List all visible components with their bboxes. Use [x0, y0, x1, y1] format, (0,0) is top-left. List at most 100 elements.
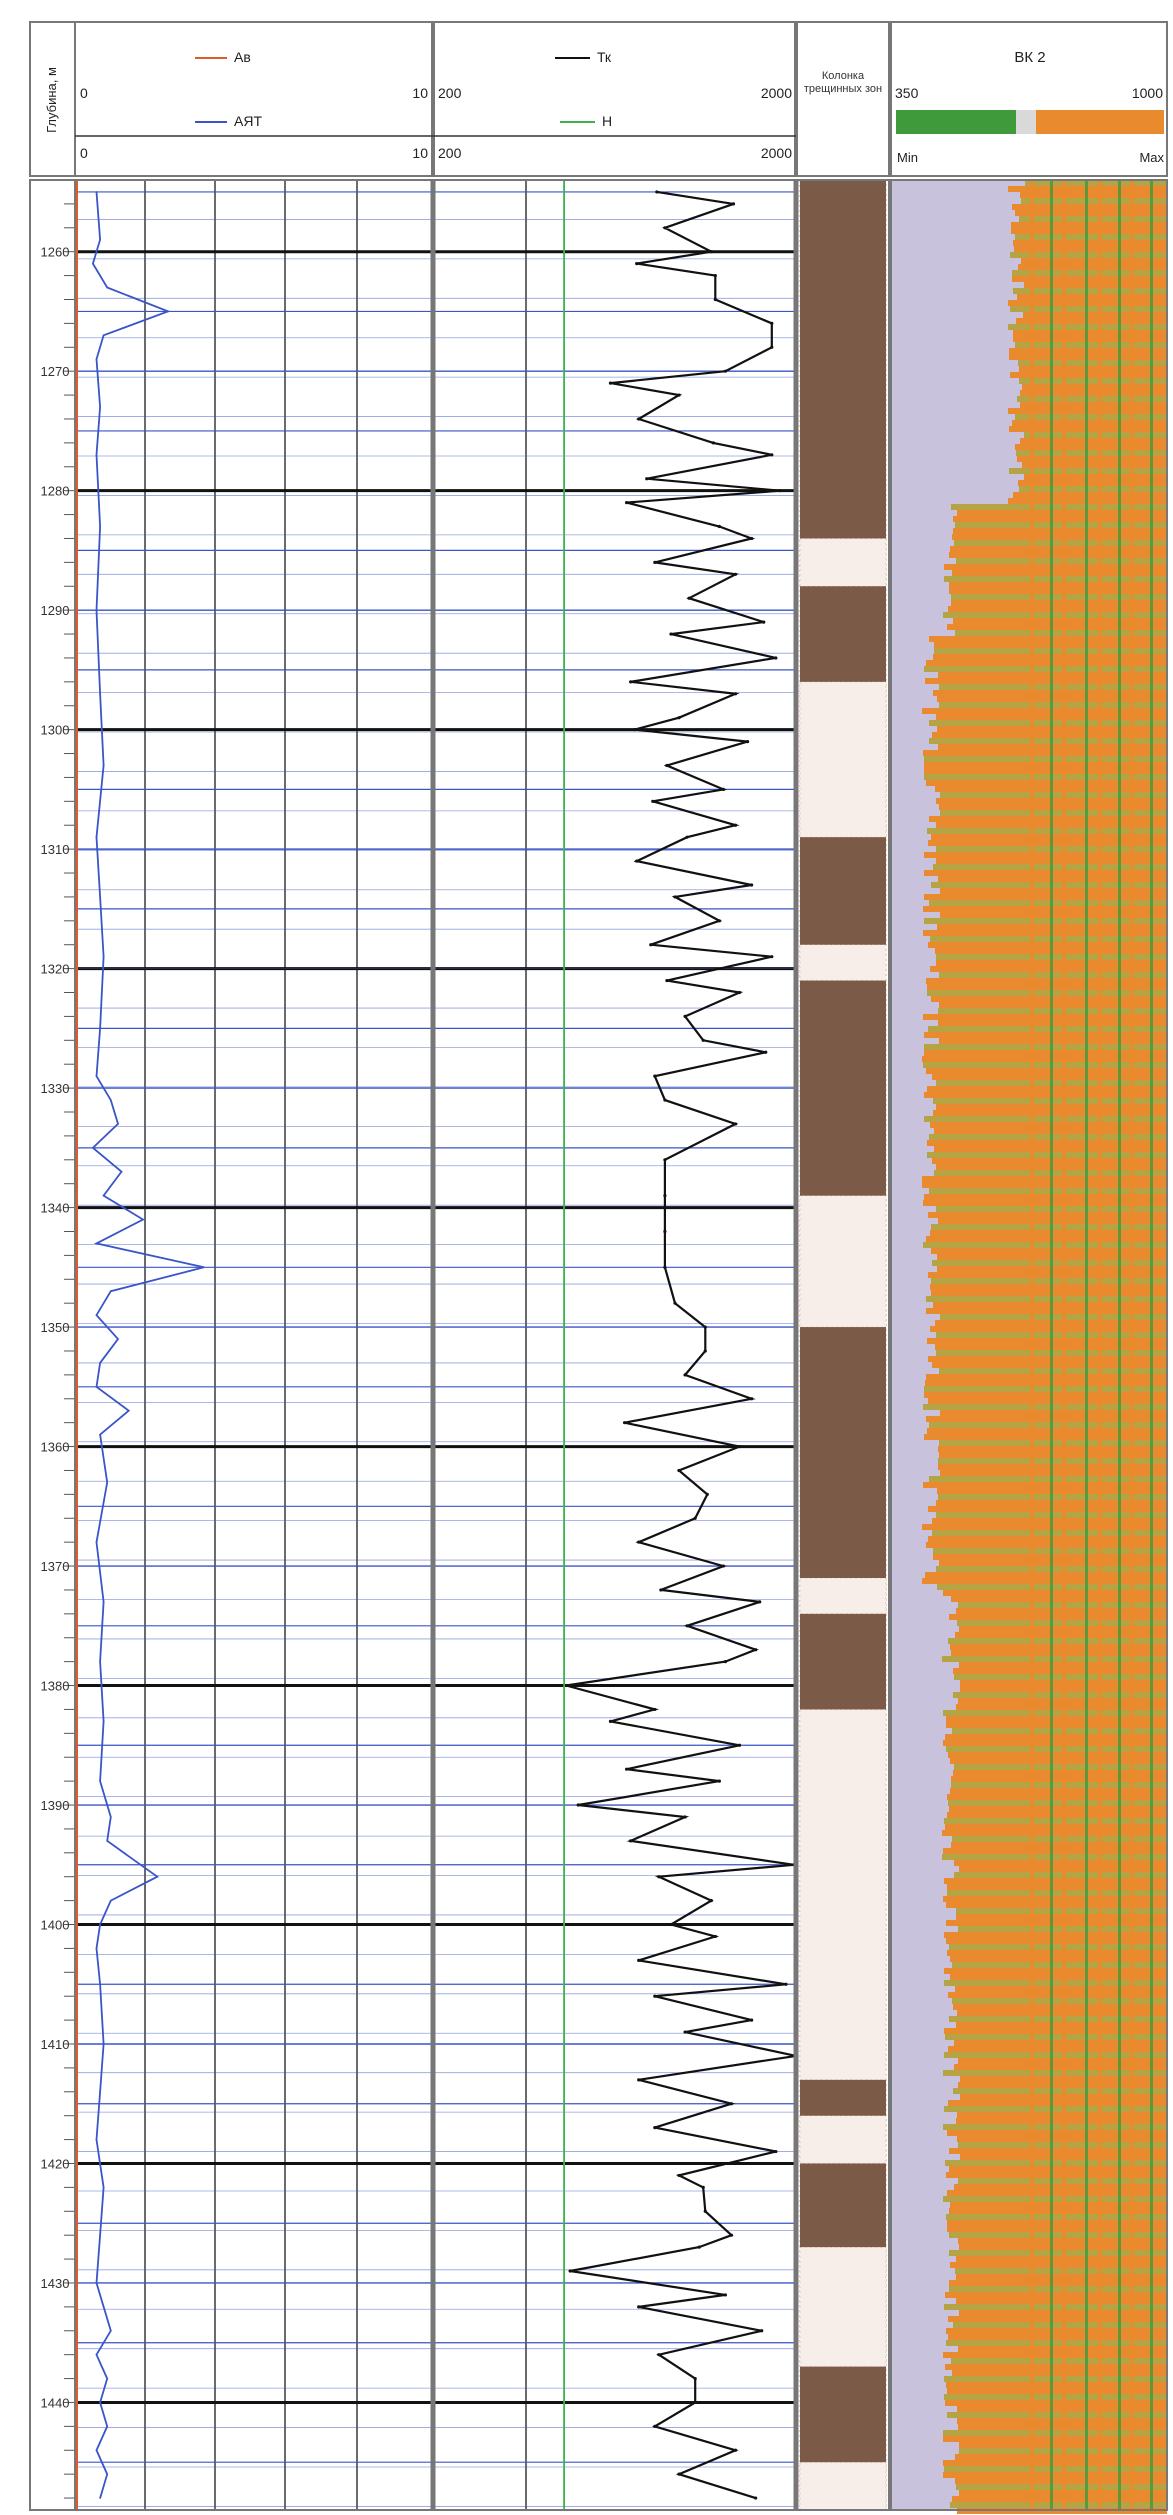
image-stripe — [955, 2454, 1167, 2460]
image-stripe — [948, 2100, 1167, 2106]
curve-0-point — [99, 1780, 101, 1782]
curve-1-point — [770, 345, 774, 349]
image-stripe — [1017, 396, 1167, 402]
curve-1-point — [657, 1875, 661, 1879]
image-stripe — [949, 588, 1167, 594]
curve-0 — [91, 191, 205, 2499]
image-stripe — [956, 1908, 1167, 1914]
image-stripe — [945, 1734, 1167, 1740]
curve-0-point — [99, 1983, 101, 1986]
curve-0-point — [95, 2282, 98, 2284]
image-stripe — [947, 1884, 1167, 1890]
image-stripe — [948, 606, 1167, 612]
curve-1-point — [760, 2329, 764, 2333]
image-stripe — [931, 834, 1167, 840]
image-stripe — [929, 1188, 1167, 1194]
lithology-fractured-zone — [800, 586, 886, 682]
image-stripe — [944, 2466, 1167, 2472]
curve-0-point — [95, 2353, 98, 2356]
image-stripe — [1013, 330, 1167, 336]
curve-1-point — [625, 1767, 629, 1771]
curve-1-point — [733, 2448, 738, 2452]
image-stripe — [946, 1938, 1167, 1944]
image-stripe — [924, 852, 1167, 858]
image-stripe — [953, 528, 1167, 534]
curve-0-point — [117, 1338, 119, 1340]
borehole-image-track — [890, 180, 1167, 2514]
curve-0-point — [110, 1816, 112, 1818]
legend-label-ab: Ав — [234, 49, 251, 65]
image-stripe — [926, 660, 1167, 666]
curve-1-point — [576, 1803, 580, 1807]
image-stripe — [954, 2040, 1167, 2046]
image-stripe — [955, 630, 1167, 636]
image-stripe — [926, 1296, 1167, 1302]
depth-axis-title: Глубина, м — [44, 67, 59, 133]
image-stripe — [951, 1842, 1167, 1848]
track1-curve2-min: 0 — [80, 145, 88, 161]
curve-1-point — [677, 2173, 681, 2178]
image-stripe — [924, 1392, 1167, 1398]
curve-1-point — [733, 823, 738, 827]
legend-label-ayat: АЯТ — [234, 113, 262, 129]
image-stripe — [1012, 276, 1167, 282]
image-stripe — [924, 774, 1167, 780]
image-stripe — [942, 1830, 1167, 1836]
image-stripe — [943, 2472, 1167, 2478]
image-stripe — [932, 1362, 1167, 1368]
image-stripe — [1010, 252, 1167, 258]
image-stripe — [950, 546, 1167, 552]
image-stripe — [930, 966, 1167, 972]
lithology-fractured-zone — [800, 980, 886, 1196]
curve-0-point — [95, 1541, 98, 1543]
image-stripe — [947, 2190, 1167, 2196]
image-stripe — [924, 762, 1167, 768]
image-stripe — [950, 2202, 1167, 2208]
curve-1-point — [697, 2245, 701, 2249]
curve-0-point — [110, 1290, 112, 1293]
curve-1-point — [750, 1397, 754, 1401]
curve-1-point — [663, 226, 667, 230]
lithology-fractured-zone — [800, 180, 886, 539]
curve-1-point — [669, 632, 673, 636]
image-stripe — [922, 1056, 1167, 1062]
image-stripe — [945, 2364, 1167, 2370]
log-curves — [76, 179, 798, 2511]
image-stripe — [944, 2376, 1167, 2382]
track2-curve2-min: 200 — [438, 145, 462, 161]
image-stripe — [928, 1536, 1167, 1542]
image-stripe — [946, 2382, 1167, 2388]
image-stripe — [943, 1896, 1167, 1902]
image-stripe — [940, 888, 1167, 894]
image-stripe — [1019, 366, 1167, 372]
image-stripe — [940, 810, 1167, 816]
image-stripe — [956, 2484, 1167, 2490]
curve-0-point — [110, 1099, 112, 1101]
image-stripe — [946, 1722, 1167, 1728]
curve-0-point — [99, 525, 101, 528]
curve-1-point — [717, 524, 721, 529]
image-stripe — [945, 1824, 1167, 1830]
curve-0-point — [95, 1242, 98, 1245]
image-sinusoid-band — [1130, 180, 1134, 2510]
image-stripe — [1024, 282, 1167, 288]
curve-1-point — [709, 1899, 713, 1903]
curve-0-point — [102, 1194, 105, 1197]
image-stripe — [924, 870, 1167, 876]
curve-0-point — [99, 896, 101, 898]
image-stripe — [926, 1542, 1167, 1548]
curve-0-point — [99, 2401, 101, 2404]
curve-1-point — [770, 955, 774, 959]
curve-0-point — [106, 1481, 109, 1484]
curve-1-point — [629, 1839, 633, 1843]
depth-tick-label: 1340 — [41, 1201, 70, 1216]
image-stripe — [928, 942, 1167, 948]
image-stripe — [949, 2208, 1167, 2214]
depth-tick-label: 1290 — [41, 603, 70, 618]
image-stripe — [945, 2034, 1167, 2040]
image-stripe — [1019, 486, 1167, 492]
image-stripe — [930, 936, 1167, 942]
image-stripe — [947, 1950, 1167, 1956]
image-stripe — [924, 1386, 1167, 1392]
image-stripe — [1010, 306, 1167, 312]
